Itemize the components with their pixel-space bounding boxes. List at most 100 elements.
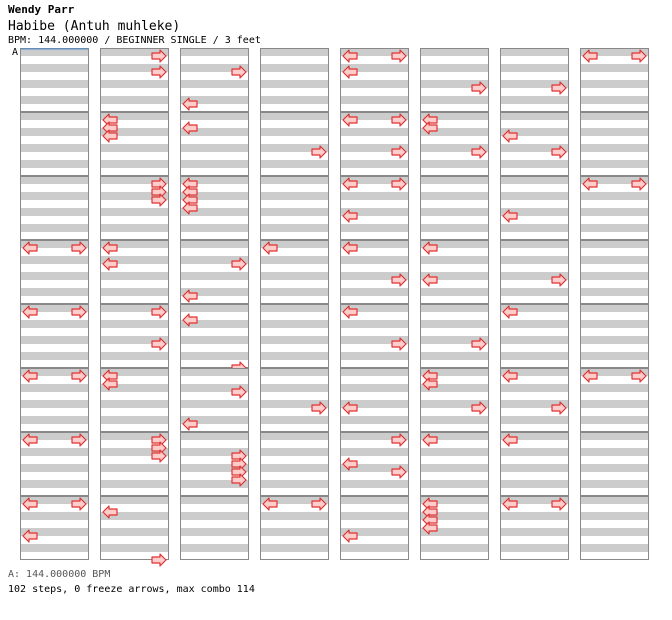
beat-stripe: [580, 432, 649, 440]
right-arrow-icon: [71, 305, 87, 319]
beat-stripe: [180, 304, 249, 312]
beat-stripe: [500, 336, 569, 344]
right-arrow-icon: [551, 497, 567, 511]
beat-stripe: [20, 192, 89, 200]
right-arrow-icon: [151, 337, 167, 351]
beat-stripe: [500, 256, 569, 264]
measure-border: [260, 304, 329, 368]
beat-stripe: [580, 528, 649, 536]
beat-stripe: [180, 272, 249, 280]
left-arrow-icon: [182, 289, 198, 303]
beat-stripe: [180, 48, 249, 56]
measure-border: [180, 48, 249, 112]
beat-stripe: [100, 352, 169, 360]
left-arrow-icon: [422, 377, 438, 391]
right-arrow-icon: [151, 65, 167, 79]
beat-stripe: [500, 384, 569, 392]
beat-stripe: [580, 160, 649, 168]
right-arrow-icon: [391, 113, 407, 127]
beat-stripe: [500, 240, 569, 248]
beat-stripe: [100, 128, 169, 136]
right-arrow-icon: [551, 273, 567, 287]
beat-stripe: [260, 192, 329, 200]
beat-stripe: [580, 208, 649, 216]
beat-stripe: [500, 416, 569, 424]
beat-stripe: [580, 128, 649, 136]
beat-stripe: [500, 368, 569, 376]
step-stats: 102 steps, 0 freeze arrows, max combo 11…: [8, 584, 255, 595]
beat-stripe: [340, 544, 409, 552]
right-arrow-icon: [551, 81, 567, 95]
beat-stripe: [340, 416, 409, 424]
beat-stripe: [260, 304, 329, 312]
beat-stripe: [260, 288, 329, 296]
beat-stripe: [340, 128, 409, 136]
right-arrow-icon: [391, 433, 407, 447]
beat-stripe: [340, 304, 409, 312]
beat-stripe: [100, 96, 169, 104]
left-arrow-icon: [582, 49, 598, 63]
beat-stripe: [180, 432, 249, 440]
left-arrow-icon: [502, 209, 518, 223]
beat-stripe: [20, 272, 89, 280]
beat-stripe: [100, 368, 169, 376]
beat-stripe: [340, 80, 409, 88]
beat-stripe: [260, 64, 329, 72]
measure-border: [20, 304, 89, 368]
beat-stripe: [420, 208, 489, 216]
right-arrow-icon: [71, 433, 87, 447]
beat-stripe: [180, 80, 249, 88]
left-arrow-icon: [182, 201, 198, 215]
beat-stripe: [500, 192, 569, 200]
measure-border: [500, 240, 569, 304]
beat-stripe: [580, 176, 649, 184]
beat-stripe: [260, 240, 329, 248]
measure-border: [180, 176, 249, 240]
left-arrow-icon: [422, 121, 438, 135]
beat-stripe: [340, 480, 409, 488]
beat-stripe: [500, 304, 569, 312]
beat-stripe: [580, 352, 649, 360]
measure-border: [260, 176, 329, 240]
beat-stripe: [260, 176, 329, 184]
left-arrow-icon: [582, 177, 598, 191]
beat-stripe: [20, 224, 89, 232]
beat-stripe: [260, 208, 329, 216]
measure-border: [340, 496, 409, 560]
beat-stripe: [420, 352, 489, 360]
beat-stripe: [340, 144, 409, 152]
beat-stripe: [100, 432, 169, 440]
beat-stripe: [20, 480, 89, 488]
beat-stripe: [100, 400, 169, 408]
beat-stripe: [260, 448, 329, 456]
measure-border: [500, 304, 569, 368]
beat-stripe: [580, 112, 649, 120]
left-arrow-icon: [342, 305, 358, 319]
measure-border: [100, 240, 169, 304]
beat-stripe: [180, 288, 249, 296]
right-arrow-icon: [471, 145, 487, 159]
right-arrow-icon: [471, 401, 487, 415]
beat-stripe: [340, 528, 409, 536]
measure-border: [580, 240, 649, 304]
left-arrow-icon: [582, 369, 598, 383]
beat-stripe: [20, 320, 89, 328]
beat-stripe: [20, 496, 89, 504]
beat-stripe: [180, 352, 249, 360]
right-arrow-icon: [311, 145, 327, 159]
beat-stripe: [20, 352, 89, 360]
beat-stripe: [340, 160, 409, 168]
beat-stripe: [420, 496, 489, 504]
beat-stripe: [20, 64, 89, 72]
measure-border: [420, 48, 489, 112]
beat-stripe: [420, 288, 489, 296]
beat-stripe: [420, 224, 489, 232]
measure-border: [100, 304, 169, 368]
beat-stripe: [420, 368, 489, 376]
measure-border: [260, 432, 329, 496]
beat-stripe: [340, 48, 409, 56]
beat-stripe: [340, 288, 409, 296]
beat-stripe: [260, 160, 329, 168]
beat-stripe: [20, 544, 89, 552]
measure-border: [20, 432, 89, 496]
